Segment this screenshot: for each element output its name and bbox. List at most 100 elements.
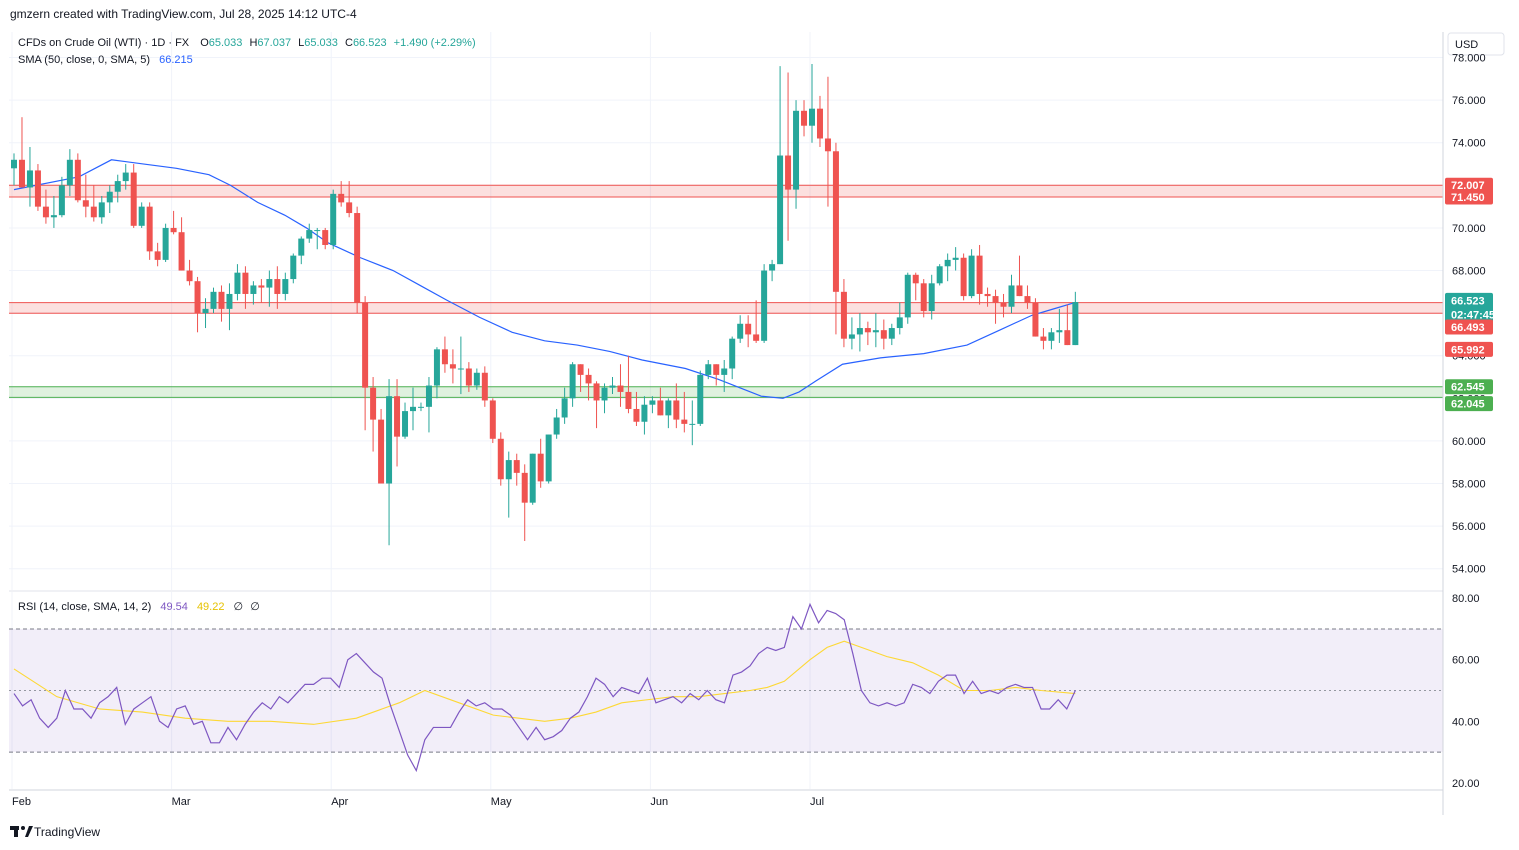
candle: [793, 100, 800, 209]
rsi-axis[interactable]: 20.00 40.00 60.00 80.00: [1452, 593, 1480, 790]
svg-text:CFDs on Crude Oil (WTI) · 1D ·: CFDs on Crude Oil (WTI) · 1D · FX O65.03…: [18, 37, 476, 49]
tradingview-logo[interactable]: TradingView: [10, 825, 100, 839]
symbol-legend[interactable]: CFDs on Crude Oil (WTI) · 1D · FX O65.03…: [18, 37, 476, 66]
price-pane[interactable]: [9, 32, 1443, 789]
candle-body: [545, 434, 552, 482]
candle-body: [537, 453, 544, 482]
candle: [58, 176, 65, 218]
sma-legend-label: SMA (50, close, 0, SMA, 5): [18, 54, 150, 66]
candle: [537, 438, 544, 488]
time-axis[interactable]: Feb Mar Apr May Jun Jul: [12, 796, 824, 808]
price-badge-label: 72.007: [1451, 180, 1485, 192]
price-badge: 62.545: [1445, 379, 1493, 395]
candle: [777, 66, 784, 265]
rsi-tick-label: 60.00: [1452, 655, 1480, 667]
candle-body: [370, 387, 377, 420]
rsi-tick-label: 80.00: [1452, 593, 1480, 605]
candle-body: [761, 270, 768, 341]
price-badge-bg: [1445, 319, 1493, 335]
rsi-line: [13, 602, 1076, 773]
candle-body: [856, 328, 863, 335]
candle-body: [1024, 296, 1031, 303]
candle: [18, 117, 25, 188]
price-tick-label: 78.000: [1452, 53, 1486, 65]
candle: [66, 149, 73, 196]
candle: [410, 387, 416, 431]
candle: [633, 391, 640, 427]
currency-button[interactable]: [1447, 32, 1505, 56]
candle-body: [449, 364, 456, 369]
candle: [138, 202, 145, 228]
candle-body: [178, 232, 185, 271]
candle-body: [18, 159, 25, 188]
candle-body: [146, 206, 153, 252]
candle-body: [50, 215, 57, 218]
candle: [809, 63, 815, 143]
candle-body: [705, 364, 712, 375]
candle-body: [777, 155, 784, 265]
candle: [617, 364, 624, 407]
close-label: C: [345, 37, 353, 49]
candle-body: [920, 283, 927, 311]
price-badge: 71.450: [1445, 189, 1493, 205]
candle: [984, 287, 991, 307]
candle: [346, 181, 353, 218]
attribution-text: gmzern created with TradingView.com, Jul…: [10, 7, 357, 21]
price-badge: 65.992: [1445, 341, 1493, 357]
resistance-mid-zone: [9, 302, 1443, 314]
candle: [26, 147, 33, 207]
candle-body: [26, 170, 33, 188]
candle: [529, 453, 536, 505]
candle: [601, 383, 608, 414]
candle-body: [617, 385, 624, 392]
price-badge-countdown: 02:47:45: [1451, 309, 1495, 321]
candle: [186, 259, 193, 286]
low-label: L: [298, 37, 304, 49]
candle-body: [888, 328, 895, 339]
svg-text:RSI (14, close, SMA, 14, 2): RSI (14, close, SMA, 14, 2) 49.54 49.22 …: [18, 601, 260, 613]
candle-body: [410, 406, 416, 412]
candle-body: [641, 404, 648, 422]
candle: [553, 408, 560, 439]
change-value: +1.490 (+2.29%): [394, 37, 476, 49]
candle-body: [1040, 336, 1047, 341]
rsi-pane[interactable]: [9, 602, 1443, 773]
price-badge: 66.493: [1445, 319, 1493, 335]
candle: [785, 72, 792, 241]
candle: [840, 279, 847, 348]
candle: [745, 315, 752, 348]
candle: [1064, 304, 1071, 346]
price-tick-label: 76.000: [1452, 95, 1486, 107]
candle-body: [840, 291, 847, 339]
candle-body: [609, 385, 616, 388]
candle-body: [138, 206, 145, 226]
candle-body: [34, 170, 41, 207]
candles: [11, 63, 1079, 546]
candle: [968, 249, 975, 299]
candle-body: [226, 293, 233, 309]
candle: [162, 223, 169, 263]
rsi-legend-extra-2: ∅: [250, 601, 260, 613]
candle: [34, 164, 41, 211]
candle-body: [194, 281, 201, 314]
candle-body: [394, 396, 401, 437]
close-value: 66.523: [353, 37, 387, 49]
price-badge-bg: [1445, 292, 1493, 323]
candle: [832, 142, 839, 335]
candle-body: [114, 181, 121, 192]
rsi-legend[interactable]: RSI (14, close, SMA, 14, 2) 49.54 49.22 …: [18, 601, 260, 613]
candle: [130, 164, 137, 228]
candle: [561, 387, 568, 424]
candle-body: [282, 279, 289, 294]
candle: [545, 434, 552, 484]
price-badge: 62.045: [1445, 396, 1493, 412]
candle: [433, 347, 440, 399]
candle-body: [481, 372, 488, 401]
candle-body: [816, 108, 823, 139]
candle-body: [880, 330, 887, 339]
candle-body: [90, 206, 97, 218]
candle: [801, 100, 808, 137]
candle-body: [338, 193, 345, 203]
candle: [250, 281, 257, 305]
